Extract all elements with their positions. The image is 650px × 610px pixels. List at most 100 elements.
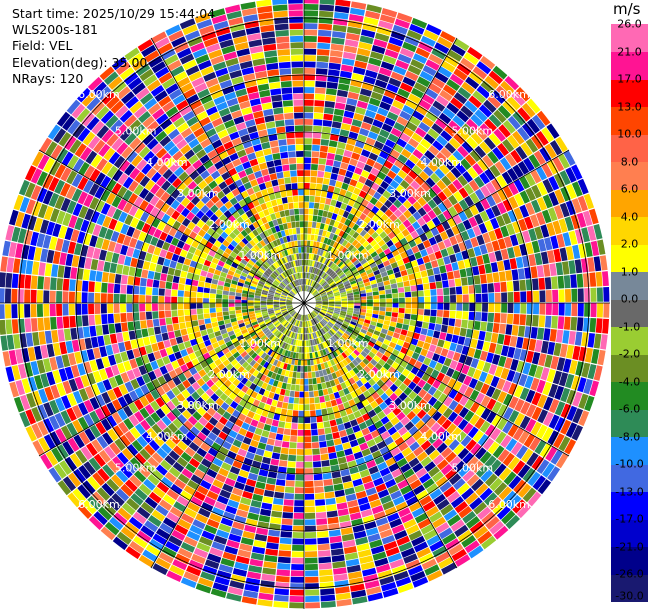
range-gate-cell (126, 294, 133, 303)
range-gate-cell (245, 234, 252, 242)
range-gate-cell (131, 439, 144, 452)
range-gate-cell (248, 272, 255, 278)
range-gate-cell (331, 274, 338, 280)
range-gate-cell (266, 542, 279, 550)
range-gate-cell (525, 350, 534, 363)
range-gate-cell (113, 155, 126, 169)
range-gate-cell (341, 247, 348, 254)
range-gate-cell (519, 204, 530, 218)
range-gate-cell (139, 448, 151, 461)
range-gate-cell (305, 602, 320, 609)
range-gate-cell (341, 352, 348, 359)
range-gate-cell (396, 339, 405, 347)
range-gate-cell (515, 256, 524, 269)
range-gate-cell (315, 268, 319, 275)
range-gate-cell (552, 156, 565, 172)
range-gate-cell (347, 213, 355, 221)
range-gate-cell (449, 360, 458, 370)
range-gate-cell (426, 483, 439, 495)
range-gate-cell (244, 402, 253, 410)
range-gate-cell (200, 347, 208, 355)
range-gate-cell (603, 303, 610, 318)
range-gate-cell (304, 227, 308, 234)
range-gate-cell (260, 276, 267, 281)
range-gate-cell (577, 377, 587, 393)
range-gate-cell (255, 312, 262, 316)
range-gate-cell (361, 475, 373, 484)
range-gate-cell (383, 339, 391, 346)
range-gate-cell (316, 216, 322, 223)
range-gate-cell (353, 530, 367, 539)
range-gate-cell (321, 408, 328, 416)
range-gate-cell (180, 249, 188, 258)
range-gate-cell (317, 36, 331, 44)
range-gate-cell (316, 55, 329, 63)
range-gate-cell (269, 314, 276, 318)
range-gate-cell (100, 526, 116, 541)
range-gate-cell (171, 237, 180, 247)
range-gate-cell (331, 471, 341, 479)
range-gate-cell (276, 360, 282, 368)
range-gate-cell (286, 304, 293, 306)
range-gate-cell (323, 479, 333, 486)
range-gate-cell (503, 393, 513, 406)
range-gate-cell (336, 281, 343, 286)
range-gate-cell (156, 113, 169, 125)
range-gate-cell (306, 340, 309, 347)
range-gate-cell (83, 194, 94, 208)
range-gate-cell (285, 314, 291, 320)
range-gate-cell (412, 149, 424, 160)
range-gate-cell (160, 443, 172, 454)
range-gate-cell (379, 294, 386, 299)
range-gate-cell (129, 137, 142, 150)
range-gate-cell (262, 254, 269, 261)
range-gate-cell (405, 248, 414, 257)
range-gate-cell (281, 369, 286, 376)
range-gate-cell (330, 50, 343, 58)
range-gate-cell (269, 357, 276, 365)
range-gate-cell (232, 521, 245, 531)
range-gate-cell (414, 175, 425, 186)
range-gate-cell (273, 359, 279, 366)
range-gate-cell (166, 511, 180, 524)
range-gate-cell (216, 371, 224, 380)
range-gate-cell (389, 105, 402, 116)
range-gate-cell (361, 325, 369, 331)
range-gate-cell (271, 419, 279, 427)
range-gate-cell (497, 188, 508, 201)
range-gate-cell (124, 381, 134, 393)
range-gate-cell (465, 76, 480, 90)
range-gate-cell (248, 340, 255, 347)
range-gate-cell (215, 227, 224, 236)
range-gate-cell (268, 275, 275, 281)
range-gate-cell (457, 529, 473, 543)
range-gate-cell (258, 350, 265, 357)
range-gate-cell (365, 344, 373, 351)
range-gate-cell (507, 424, 519, 438)
range-gate-cell (541, 340, 549, 354)
range-gate-cell (315, 81, 327, 88)
range-gate-cell (323, 283, 329, 289)
range-gate-cell (71, 103, 86, 119)
range-gate-cell (340, 310, 347, 315)
range-gate-cell (399, 110, 412, 121)
range-gate-cell (583, 378, 593, 395)
range-gate-cell (452, 115, 465, 128)
range-gate-cell (222, 294, 229, 299)
range-gate-cell (397, 282, 404, 288)
range-gate-cell (338, 389, 345, 397)
range-gate-cell (493, 128, 506, 142)
range-gate-cell (344, 487, 355, 496)
range-gate-cell (487, 441, 500, 455)
range-gate-cell (372, 119, 384, 129)
range-gate-cell (408, 273, 416, 281)
range-gate-cell (304, 106, 314, 113)
range-gate-cell (517, 268, 525, 280)
range-gate-cell (375, 396, 384, 405)
range-gate-cell (572, 391, 583, 407)
range-gate-cell (448, 137, 461, 150)
range-gate-cell (393, 199, 403, 209)
range-gate-cell (468, 285, 475, 294)
range-gate-cell (307, 234, 311, 241)
range-gate-cell (162, 168, 173, 180)
